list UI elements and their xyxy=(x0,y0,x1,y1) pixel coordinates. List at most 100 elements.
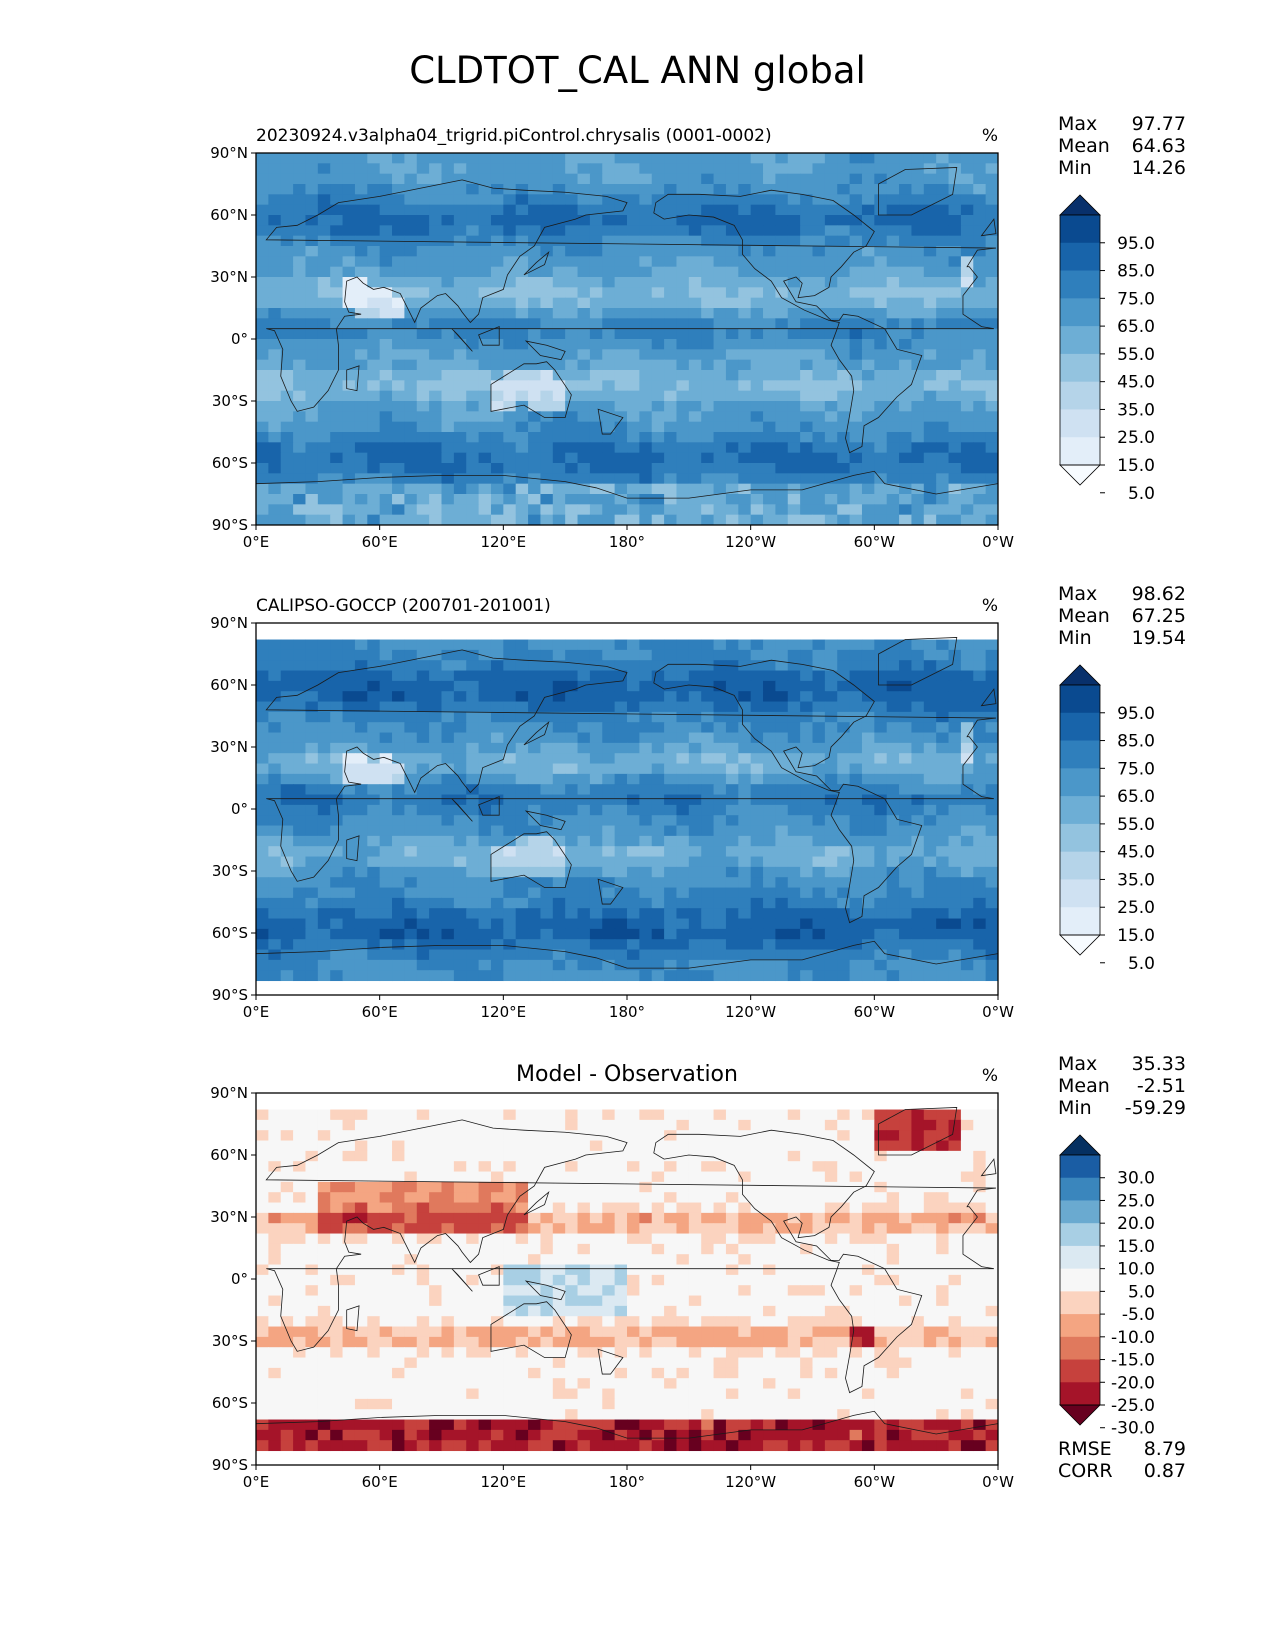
grid-cell xyxy=(812,701,826,713)
grid-cell xyxy=(899,390,912,402)
grid-cell xyxy=(651,235,665,247)
grid-cell xyxy=(861,483,875,495)
grid-cell xyxy=(317,856,331,868)
grid-cell xyxy=(478,815,492,827)
grid-cell xyxy=(985,308,999,319)
grid-cell xyxy=(565,959,579,971)
grid-cell xyxy=(787,504,801,516)
grid-cell xyxy=(466,887,480,899)
grid-cell xyxy=(280,959,294,971)
grid-cell xyxy=(936,908,950,920)
grid-cell xyxy=(416,463,430,474)
grid-cell xyxy=(701,349,715,361)
grid-cell xyxy=(379,949,393,961)
lat-tick-label: 60°S xyxy=(212,924,248,942)
grid-cell xyxy=(490,846,504,858)
grid-cell xyxy=(589,452,603,464)
grid-cell xyxy=(824,877,838,889)
grid-cell xyxy=(676,225,690,237)
grid-cell xyxy=(515,370,529,381)
grid-cell xyxy=(293,204,306,216)
grid-cell xyxy=(763,918,776,930)
grid-cell xyxy=(688,784,702,796)
grid-cell xyxy=(256,732,269,744)
grid-cell xyxy=(923,897,937,909)
lon-tick-label: 120°W xyxy=(725,533,776,550)
grid-cell xyxy=(280,660,294,672)
grid-cell xyxy=(911,1192,925,1204)
grid-cell xyxy=(725,649,739,661)
grid-cell xyxy=(589,463,603,474)
grid-cell xyxy=(775,215,789,226)
grid-cell xyxy=(911,918,925,930)
grid-cell xyxy=(354,680,368,692)
grid-cell xyxy=(861,287,875,299)
grid-cell xyxy=(416,711,430,723)
grid-cell xyxy=(973,266,987,278)
grid-cell xyxy=(960,866,974,878)
grid-cell xyxy=(528,815,541,827)
grid-cell xyxy=(824,328,838,340)
grid-cell xyxy=(453,691,467,703)
grid-cell xyxy=(515,949,529,961)
grid-cell xyxy=(713,349,727,361)
grid-cell xyxy=(453,649,467,661)
grid-cell xyxy=(416,215,430,226)
grid-cell xyxy=(664,442,677,454)
grid-cell xyxy=(973,887,987,899)
grid-cell xyxy=(639,339,653,350)
grid-cell xyxy=(651,411,665,423)
grid-cell xyxy=(936,928,950,940)
grid-cell xyxy=(886,401,900,412)
grid-cell xyxy=(305,390,319,402)
grid-cell xyxy=(589,970,603,982)
grid-cell xyxy=(367,1119,381,1131)
grid-cell xyxy=(565,1150,579,1162)
grid-cell xyxy=(416,442,430,454)
grid-cell xyxy=(441,908,455,920)
grid-cell xyxy=(453,442,467,454)
grid-cell xyxy=(688,959,702,971)
grid-cell xyxy=(441,411,455,423)
grid-cell xyxy=(985,773,999,785)
grid-cell xyxy=(899,297,912,309)
grid-cell xyxy=(688,918,702,930)
grid-cell xyxy=(330,297,344,309)
grid-cell xyxy=(540,970,554,982)
grid-cell xyxy=(639,184,653,195)
grid-cell xyxy=(713,794,727,806)
grid-cell xyxy=(948,308,962,319)
grid-cell xyxy=(837,835,851,847)
grid-cell xyxy=(874,421,888,433)
grid-cell xyxy=(453,411,467,423)
grid-cell xyxy=(478,194,492,206)
grid-cell xyxy=(750,680,764,692)
grid-cell xyxy=(404,1161,418,1173)
grid-cell xyxy=(738,1140,752,1152)
grid-cell xyxy=(750,773,764,785)
grid-cell xyxy=(478,463,492,474)
grid-cell xyxy=(725,1181,739,1193)
grid-cell xyxy=(404,815,418,827)
grid-cell xyxy=(342,835,356,847)
grid-cell xyxy=(664,773,677,785)
grid-cell xyxy=(861,225,875,237)
grid-cell xyxy=(701,649,715,661)
grid-cell xyxy=(565,514,579,526)
grid-cell xyxy=(911,246,925,257)
grid-cell xyxy=(379,794,393,806)
grid-cell xyxy=(540,153,554,164)
grid-cell xyxy=(713,949,727,961)
grid-cell xyxy=(676,763,690,775)
grid-cell xyxy=(812,1171,826,1183)
grid-cell xyxy=(960,411,974,423)
grid-cell xyxy=(466,225,480,237)
grid-cell xyxy=(763,866,776,878)
grid-cell xyxy=(293,918,306,930)
grid-cell xyxy=(342,846,356,858)
grid-cell xyxy=(676,380,690,392)
grid-cell xyxy=(453,215,467,226)
grid-cell xyxy=(528,215,541,226)
grid-cell xyxy=(948,442,962,454)
grid-cell xyxy=(688,763,702,775)
